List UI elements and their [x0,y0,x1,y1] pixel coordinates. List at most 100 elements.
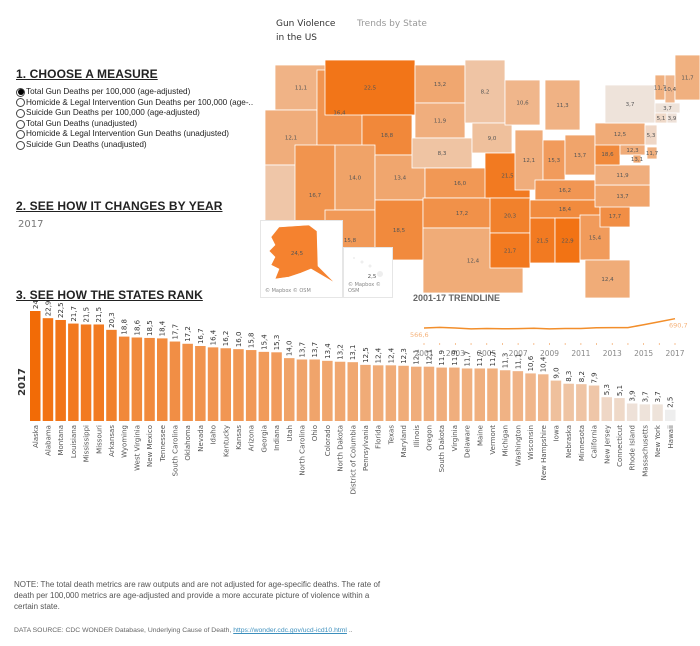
bar-south-carolina[interactable] [169,341,181,421]
bar-alaska[interactable] [30,311,41,421]
map-state-wi[interactable] [504,79,541,126]
map-state-oh[interactable] [564,134,596,176]
map-state-de[interactable] [646,146,658,160]
radio-unselected-icon[interactable] [16,130,25,140]
year-selector[interactable]: 2017 [18,219,44,230]
measure-option[interactable]: Total Gun Deaths per 100,000 (age-adjust… [16,87,253,98]
bar-california[interactable] [588,385,600,421]
map-state-va[interactable] [594,164,651,186]
hawaii-shape[interactable]: 2,5 [344,248,394,288]
map-state-fl[interactable] [584,259,631,299]
alaska-inset[interactable]: 24,5 © Mapbox © OSM [260,220,343,298]
bar-wisconsin[interactable] [525,373,536,421]
trendline-chart[interactable]: 566,6 690,7 2001 2003 2005 2007 2009 2011 2013 20… [400,300,700,360]
bar-alabama[interactable] [42,318,54,421]
bar-new-jersey[interactable] [601,397,613,421]
map-state-ut[interactable] [334,144,376,211]
bar-vermont[interactable] [487,368,498,421]
map-state-md[interactable] [619,144,646,156]
bar-maine[interactable] [474,368,486,421]
bar-massachusetts[interactable] [639,404,651,421]
map-state-mt[interactable] [324,59,416,116]
measure-option[interactable]: Suicide Gun Deaths (unadjusted) [16,140,253,151]
map-state-sd[interactable] [414,102,466,139]
bar-minnesota[interactable] [576,384,587,421]
bar-new-hampshire[interactable] [538,374,549,421]
map-state-ne[interactable] [411,137,473,169]
map-state-la[interactable] [489,232,531,269]
bar-rhode-island[interactable] [626,403,638,421]
bar-west-virginia[interactable] [131,337,143,421]
map-label-wv: 18,6 [601,152,614,158]
bar-north-carolina[interactable] [296,359,308,421]
bar-category-label: Michigan [502,425,510,456]
map-state-ny[interactable] [604,84,656,124]
bar-utah[interactable] [284,358,295,421]
bar-connecticut[interactable] [614,398,625,421]
bar-ohio[interactable] [309,359,320,421]
bar-louisiana[interactable] [68,323,79,421]
tab-trends-by-state[interactable]: Trends by State [357,19,427,29]
bar-mississippi[interactable] [80,324,92,421]
bar-kansas[interactable] [233,349,244,421]
radio-selected-icon[interactable] [16,87,25,97]
map-state-mn[interactable] [464,59,506,124]
bar-texas[interactable] [385,365,397,421]
bar-florida[interactable] [372,365,384,421]
bar-kentucky[interactable] [220,348,232,421]
bar-illinois[interactable] [411,366,422,421]
measure-option[interactable]: Homicide & Legal Intervention Gun Deaths… [16,129,253,140]
bar-iowa[interactable] [550,380,562,421]
source-link[interactable]: https://wonder.cdc.gov/ucd-icd10.html [233,627,347,634]
hawaii-inset[interactable]: 2,5 © Mapbox © OSM [343,247,393,298]
bar-arizona[interactable] [245,350,257,421]
measure-option[interactable]: Suicide Gun Deaths per 100,000 (age-adju… [16,108,253,119]
bar-new-mexico[interactable] [144,337,155,421]
trendline-series[interactable] [423,317,676,330]
bar-georgia[interactable] [258,351,270,421]
map-state-ri[interactable] [666,112,678,124]
bar-missouri[interactable] [93,324,105,421]
bar-colorado[interactable] [322,360,333,421]
map-state-nd[interactable] [414,64,466,104]
map-state-dc[interactable] [632,154,642,164]
bar-new-york[interactable] [652,404,663,421]
bar-idaho[interactable] [207,347,219,421]
bar-hawaii[interactable] [665,409,676,421]
alaska-shape[interactable]: 24,5 [261,221,344,286]
map-state-mi[interactable] [544,79,581,131]
radio-unselected-icon[interactable] [16,98,25,108]
bar-district-of-columbia[interactable] [347,362,359,421]
bar-delaware[interactable] [461,368,473,421]
bar-michigan[interactable] [499,370,511,421]
bar-category-label: South Carolina [171,425,179,476]
map-state-al[interactable] [554,217,581,264]
bar-nevada[interactable] [195,346,206,421]
us-choropleth-map[interactable]: 11,112,17,916,416,722,518,814,015,813,41… [255,54,700,300]
bar-indiana[interactable] [271,352,282,421]
bar-arkansas[interactable] [106,329,117,421]
map-state-ks[interactable] [424,167,496,199]
bar-oklahoma[interactable] [182,343,193,421]
map-state-me[interactable] [674,54,700,101]
bar-north-dakota[interactable] [334,361,346,421]
bar-wyoming[interactable] [118,336,130,421]
bar-value-label: 11,9 [438,350,446,366]
measure-option[interactable]: Total Gun Deaths (unadjusted) [16,119,253,130]
bar-nebraska[interactable] [563,383,574,421]
bar-pennsylvania[interactable] [360,364,371,421]
bar-maryland[interactable] [398,365,409,421]
bar-virginia[interactable] [449,367,460,421]
radio-unselected-icon[interactable] [16,108,25,118]
map-state-ia[interactable] [471,122,513,154]
bar-montana[interactable] [55,319,66,421]
radio-unselected-icon[interactable] [16,119,25,129]
map-state-nj[interactable] [644,124,658,146]
radio-unselected-icon[interactable] [16,140,25,150]
bar-oregon[interactable] [423,366,435,421]
bar-category-label: Indiana [273,425,281,451]
bar-south-dakota[interactable] [436,367,447,421]
bar-tennessee[interactable] [157,338,168,421]
bar-washington[interactable] [512,371,524,421]
measure-option[interactable]: Homicide & Legal Intervention Gun Deaths… [16,98,253,109]
